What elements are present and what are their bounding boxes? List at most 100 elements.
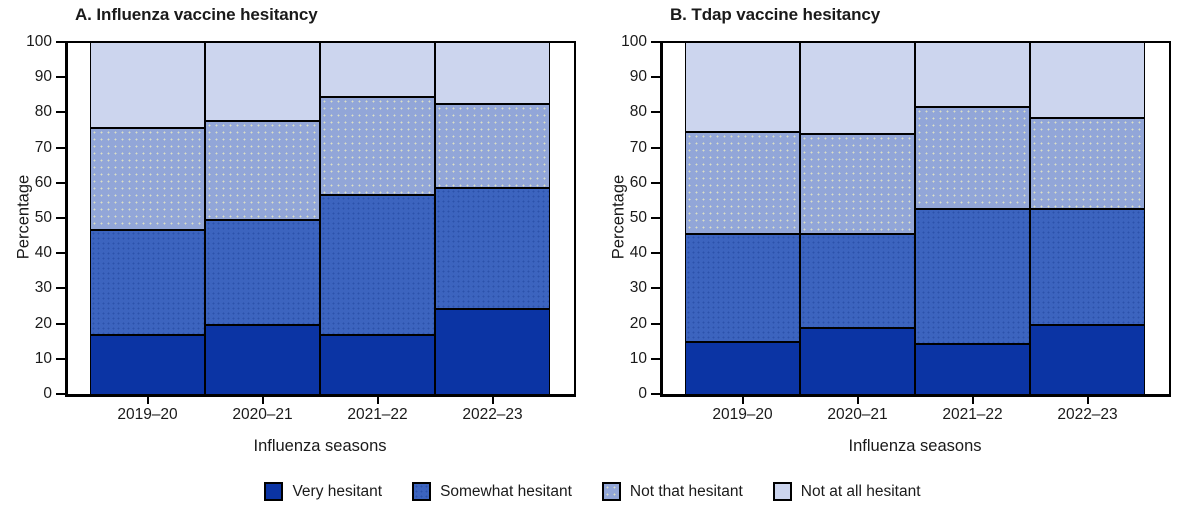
y-tick xyxy=(651,358,660,360)
y-tick-label: 60 xyxy=(629,174,647,191)
bar-segment xyxy=(206,218,319,324)
y-tick-label: 40 xyxy=(34,244,52,261)
stacked-bar xyxy=(915,43,1030,394)
panel-b-x-axis-label: Influenza seasons xyxy=(848,437,982,455)
bar-segment xyxy=(436,308,549,394)
legend-label: Not that hesitant xyxy=(629,482,743,500)
legend: Very hesitant Somewhat hesitant Not that… xyxy=(0,482,1185,501)
bar-segment xyxy=(321,43,434,96)
bar-segment xyxy=(206,323,319,394)
y-tick-label: 10 xyxy=(629,350,647,367)
y-tick-label: 40 xyxy=(629,244,647,261)
panel-b-title: B. Tdap vaccine hesitancy xyxy=(670,5,881,24)
y-tick-label: 30 xyxy=(629,279,647,296)
y-tick-label: 50 xyxy=(34,209,52,226)
y-tick xyxy=(56,287,65,289)
y-tick-label: 80 xyxy=(34,103,52,120)
bar-segment xyxy=(91,127,204,230)
x-tick-label: 2022–23 xyxy=(462,406,523,423)
x-tick-label: 2020–21 xyxy=(232,406,293,423)
y-tick-label: 0 xyxy=(638,385,647,402)
panel-tdap: B. Tdap vaccine hesitancy Percentage Inf… xyxy=(595,0,1185,470)
bar-segment xyxy=(321,334,434,394)
legend-label: Not at all hesitant xyxy=(800,482,921,500)
bar-segment xyxy=(916,343,1029,394)
y-tick xyxy=(56,393,65,395)
x-tick xyxy=(856,397,859,404)
y-tick-label: 100 xyxy=(621,33,647,50)
bar-segment xyxy=(321,193,434,335)
stacked-bar xyxy=(90,43,205,394)
x-tick xyxy=(146,397,149,404)
bar-segment xyxy=(206,120,319,219)
x-tick xyxy=(376,397,379,404)
bar-segment xyxy=(91,229,204,335)
bar-segment xyxy=(686,130,799,233)
legend-label: Somewhat hesitant xyxy=(440,482,572,500)
y-tick-label: 90 xyxy=(629,68,647,85)
bar-segment xyxy=(916,43,1029,107)
bar-segment xyxy=(91,43,204,128)
stacked-bar xyxy=(320,43,435,394)
y-tick xyxy=(651,147,660,149)
y-tick-label: 50 xyxy=(629,209,647,226)
y-tick-label: 20 xyxy=(629,315,647,332)
y-tick-label: 30 xyxy=(34,279,52,296)
bar-segment xyxy=(436,102,549,187)
bar-segment xyxy=(801,43,914,133)
y-tick xyxy=(651,111,660,113)
not-that-hesitant-swatch-icon xyxy=(601,482,621,501)
y-tick xyxy=(651,182,660,184)
bar-segment xyxy=(1031,43,1144,117)
bar-segment xyxy=(916,106,1029,208)
stacked-bar xyxy=(685,43,800,394)
x-tick-label: 2021–22 xyxy=(942,406,1003,423)
y-tick xyxy=(651,217,660,219)
bar-segment xyxy=(801,232,914,328)
stacked-bar xyxy=(800,43,915,394)
legend-item-not-at-all-hesitant: Not at all hesitant xyxy=(772,482,921,501)
y-tick-label: 70 xyxy=(629,139,647,156)
bar-segment xyxy=(916,207,1029,344)
x-tick-label: 2019–20 xyxy=(117,406,178,423)
stacked-bar xyxy=(1030,43,1145,394)
y-tick-label: 10 xyxy=(34,350,52,367)
y-tick-label: 0 xyxy=(43,385,52,402)
y-tick xyxy=(651,393,660,395)
x-tick-label: 2020–21 xyxy=(827,406,888,423)
y-tick xyxy=(56,217,65,219)
very-hesitant-swatch-icon xyxy=(264,482,284,501)
y-tick-label: 100 xyxy=(26,33,52,50)
panel-a-x-axis-label: Influenza seasons xyxy=(253,437,387,455)
bar-segment xyxy=(686,341,799,394)
x-tick xyxy=(1086,397,1089,404)
y-tick xyxy=(651,41,660,43)
x-tick-label: 2019–20 xyxy=(712,406,773,423)
y-tick xyxy=(651,323,660,325)
bar-segment xyxy=(1031,116,1144,208)
x-tick xyxy=(741,397,744,404)
bar-segment xyxy=(1031,207,1144,324)
bar-segment xyxy=(206,43,319,121)
bar-segment xyxy=(801,327,914,394)
bar-segment xyxy=(436,43,549,103)
panel-a-title: A. Influenza vaccine hesitancy xyxy=(75,5,318,24)
x-tick xyxy=(261,397,264,404)
y-tick-label: 70 xyxy=(34,139,52,156)
y-tick xyxy=(56,76,65,78)
bar-segment xyxy=(436,186,549,309)
y-tick-label: 90 xyxy=(34,68,52,85)
x-tick xyxy=(971,397,974,404)
y-tick xyxy=(56,323,65,325)
bar-segment xyxy=(1031,323,1144,394)
stacked-bar xyxy=(435,43,550,394)
panel-influenza: A. Influenza vaccine hesitancy Percentag… xyxy=(0,0,592,470)
y-tick xyxy=(56,252,65,254)
y-tick xyxy=(56,147,65,149)
x-tick-label: 2021–22 xyxy=(347,406,408,423)
y-tick-label: 20 xyxy=(34,315,52,332)
x-tick-label: 2022–23 xyxy=(1057,406,1118,423)
y-tick-label: 60 xyxy=(34,174,52,191)
bar-segment xyxy=(321,95,434,194)
bar-segment xyxy=(91,334,204,394)
